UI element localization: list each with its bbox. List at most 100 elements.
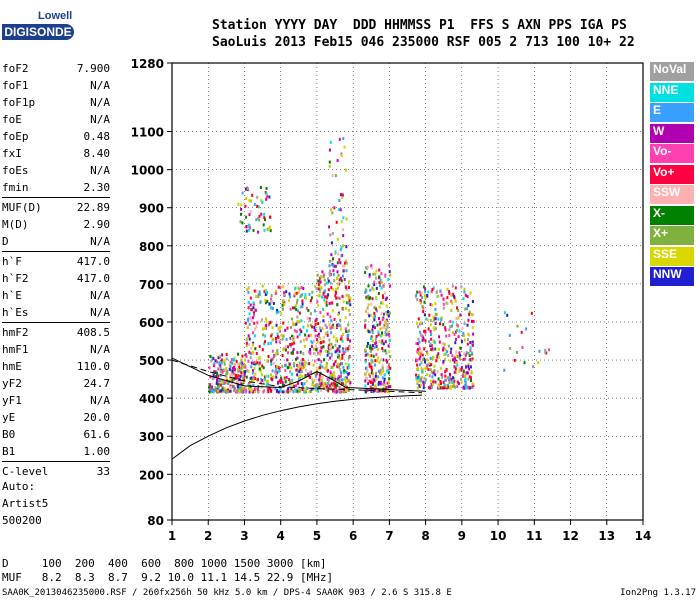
echo-point bbox=[424, 339, 427, 343]
echo-point bbox=[381, 382, 384, 386]
echo-point bbox=[453, 365, 456, 369]
echo-point bbox=[289, 307, 292, 311]
echo-point bbox=[388, 333, 390, 336]
echo-point bbox=[271, 378, 274, 382]
echo-point bbox=[420, 375, 423, 379]
echo-point bbox=[544, 348, 547, 352]
echo-point bbox=[382, 369, 385, 373]
echo-point bbox=[277, 390, 280, 394]
echo-point bbox=[338, 208, 341, 211]
echo-point bbox=[466, 342, 469, 346]
echo-point bbox=[370, 390, 373, 393]
echo-point bbox=[429, 357, 432, 361]
echo-point bbox=[275, 340, 278, 344]
echo-point bbox=[453, 360, 456, 364]
echo-point bbox=[339, 363, 342, 367]
echo-point bbox=[319, 290, 321, 294]
echo-point bbox=[263, 212, 266, 216]
echo-point bbox=[225, 357, 228, 361]
echo-point bbox=[347, 372, 350, 376]
echo-point bbox=[219, 364, 222, 368]
echo-point bbox=[368, 388, 371, 391]
echo-point bbox=[242, 376, 245, 380]
echo-point bbox=[296, 298, 299, 302]
echo-point bbox=[431, 303, 434, 307]
echo-point bbox=[375, 269, 378, 273]
echo-point bbox=[315, 344, 317, 348]
echo-point bbox=[469, 346, 472, 350]
echo-point bbox=[307, 334, 310, 338]
echo-point bbox=[371, 382, 374, 386]
echo-point bbox=[371, 347, 374, 351]
echo-point bbox=[337, 385, 340, 389]
param-value: N/A bbox=[90, 289, 110, 302]
echo-point bbox=[422, 380, 425, 384]
echo-point bbox=[218, 382, 221, 386]
param-value: 408.5 bbox=[76, 326, 110, 339]
echo-point bbox=[208, 386, 211, 390]
echo-point bbox=[432, 371, 435, 375]
echo-point bbox=[468, 310, 471, 314]
echo-point bbox=[326, 331, 329, 334]
echo-point bbox=[368, 273, 371, 277]
echo-point bbox=[259, 186, 262, 189]
echo-point bbox=[381, 357, 383, 361]
echo-point bbox=[331, 383, 334, 387]
echo-point bbox=[323, 273, 326, 277]
echo-point bbox=[444, 352, 447, 356]
echo-point bbox=[453, 379, 456, 383]
echo-point bbox=[275, 311, 278, 315]
echo-point bbox=[277, 366, 280, 369]
echo-point bbox=[451, 354, 454, 358]
param-name: h`E bbox=[2, 289, 22, 302]
echo-point bbox=[318, 294, 321, 298]
echo-point bbox=[430, 344, 433, 347]
echo-point bbox=[250, 361, 253, 365]
echo-point bbox=[384, 320, 387, 324]
echo-point bbox=[324, 300, 327, 304]
echo-point bbox=[326, 382, 329, 385]
echo-point bbox=[330, 331, 333, 335]
echo-point bbox=[455, 317, 458, 321]
echo-point bbox=[339, 276, 342, 280]
echo-point bbox=[253, 366, 256, 370]
echo-point bbox=[215, 370, 218, 374]
echo-point bbox=[303, 344, 306, 348]
header-line1: Station YYYY DAY DDD HHMMSS P1 FFS S AXN… bbox=[212, 18, 627, 33]
echo-point bbox=[364, 319, 367, 323]
echo-point bbox=[223, 359, 226, 362]
echo-point bbox=[420, 321, 422, 325]
echo-point bbox=[246, 337, 249, 341]
echo-point bbox=[320, 389, 323, 392]
echo-point bbox=[281, 383, 284, 387]
echo-point bbox=[448, 291, 451, 295]
echo-point bbox=[297, 309, 300, 313]
echo-point bbox=[298, 375, 301, 379]
echo-point bbox=[366, 328, 369, 332]
echo-point bbox=[376, 347, 379, 351]
echo-point bbox=[387, 344, 390, 348]
echo-point bbox=[292, 321, 295, 325]
echo-point bbox=[374, 337, 377, 341]
echo-point bbox=[216, 378, 219, 382]
echo-point bbox=[328, 269, 331, 273]
echo-point bbox=[266, 382, 269, 386]
echo-point bbox=[331, 345, 334, 349]
echo-point bbox=[342, 300, 345, 304]
x-tick-label: 12 bbox=[562, 529, 579, 543]
echo-point bbox=[347, 296, 350, 300]
param-name: C-level bbox=[2, 465, 49, 478]
echo-point bbox=[321, 365, 324, 369]
echo-point bbox=[345, 217, 348, 221]
echo-point bbox=[324, 386, 327, 390]
echo-point bbox=[285, 375, 288, 379]
echo-point bbox=[255, 218, 258, 222]
echo-point bbox=[375, 296, 378, 300]
echo-point bbox=[471, 326, 474, 329]
echo-point bbox=[312, 347, 315, 351]
echo-point bbox=[415, 368, 418, 371]
echo-point bbox=[371, 344, 374, 347]
echo-point bbox=[428, 362, 431, 365]
echo-point bbox=[346, 379, 349, 383]
echo-point bbox=[248, 199, 251, 203]
